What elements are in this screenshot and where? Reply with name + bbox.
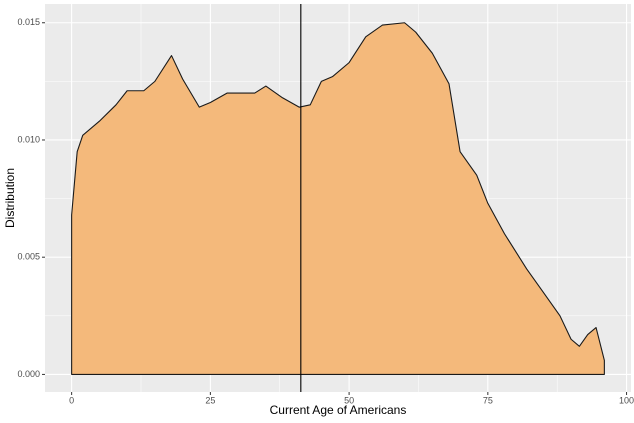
- density-area: [71, 22, 605, 375]
- y-tick-label: 0.005: [17, 252, 40, 262]
- x-tick-label: 75: [483, 395, 493, 405]
- y-axis-title: Distribution: [3, 168, 17, 228]
- x-tick-label: 50: [344, 395, 354, 405]
- y-tick-label: 0.000: [17, 369, 40, 379]
- x-tick-label: 25: [205, 395, 215, 405]
- x-axis-title: Current Age of Americans: [270, 403, 407, 417]
- y-tick-label: 0.010: [17, 134, 40, 144]
- x-tick-label: 0: [69, 395, 74, 405]
- y-tick-label: 0.015: [17, 17, 40, 27]
- x-tick-label: 100: [619, 395, 634, 405]
